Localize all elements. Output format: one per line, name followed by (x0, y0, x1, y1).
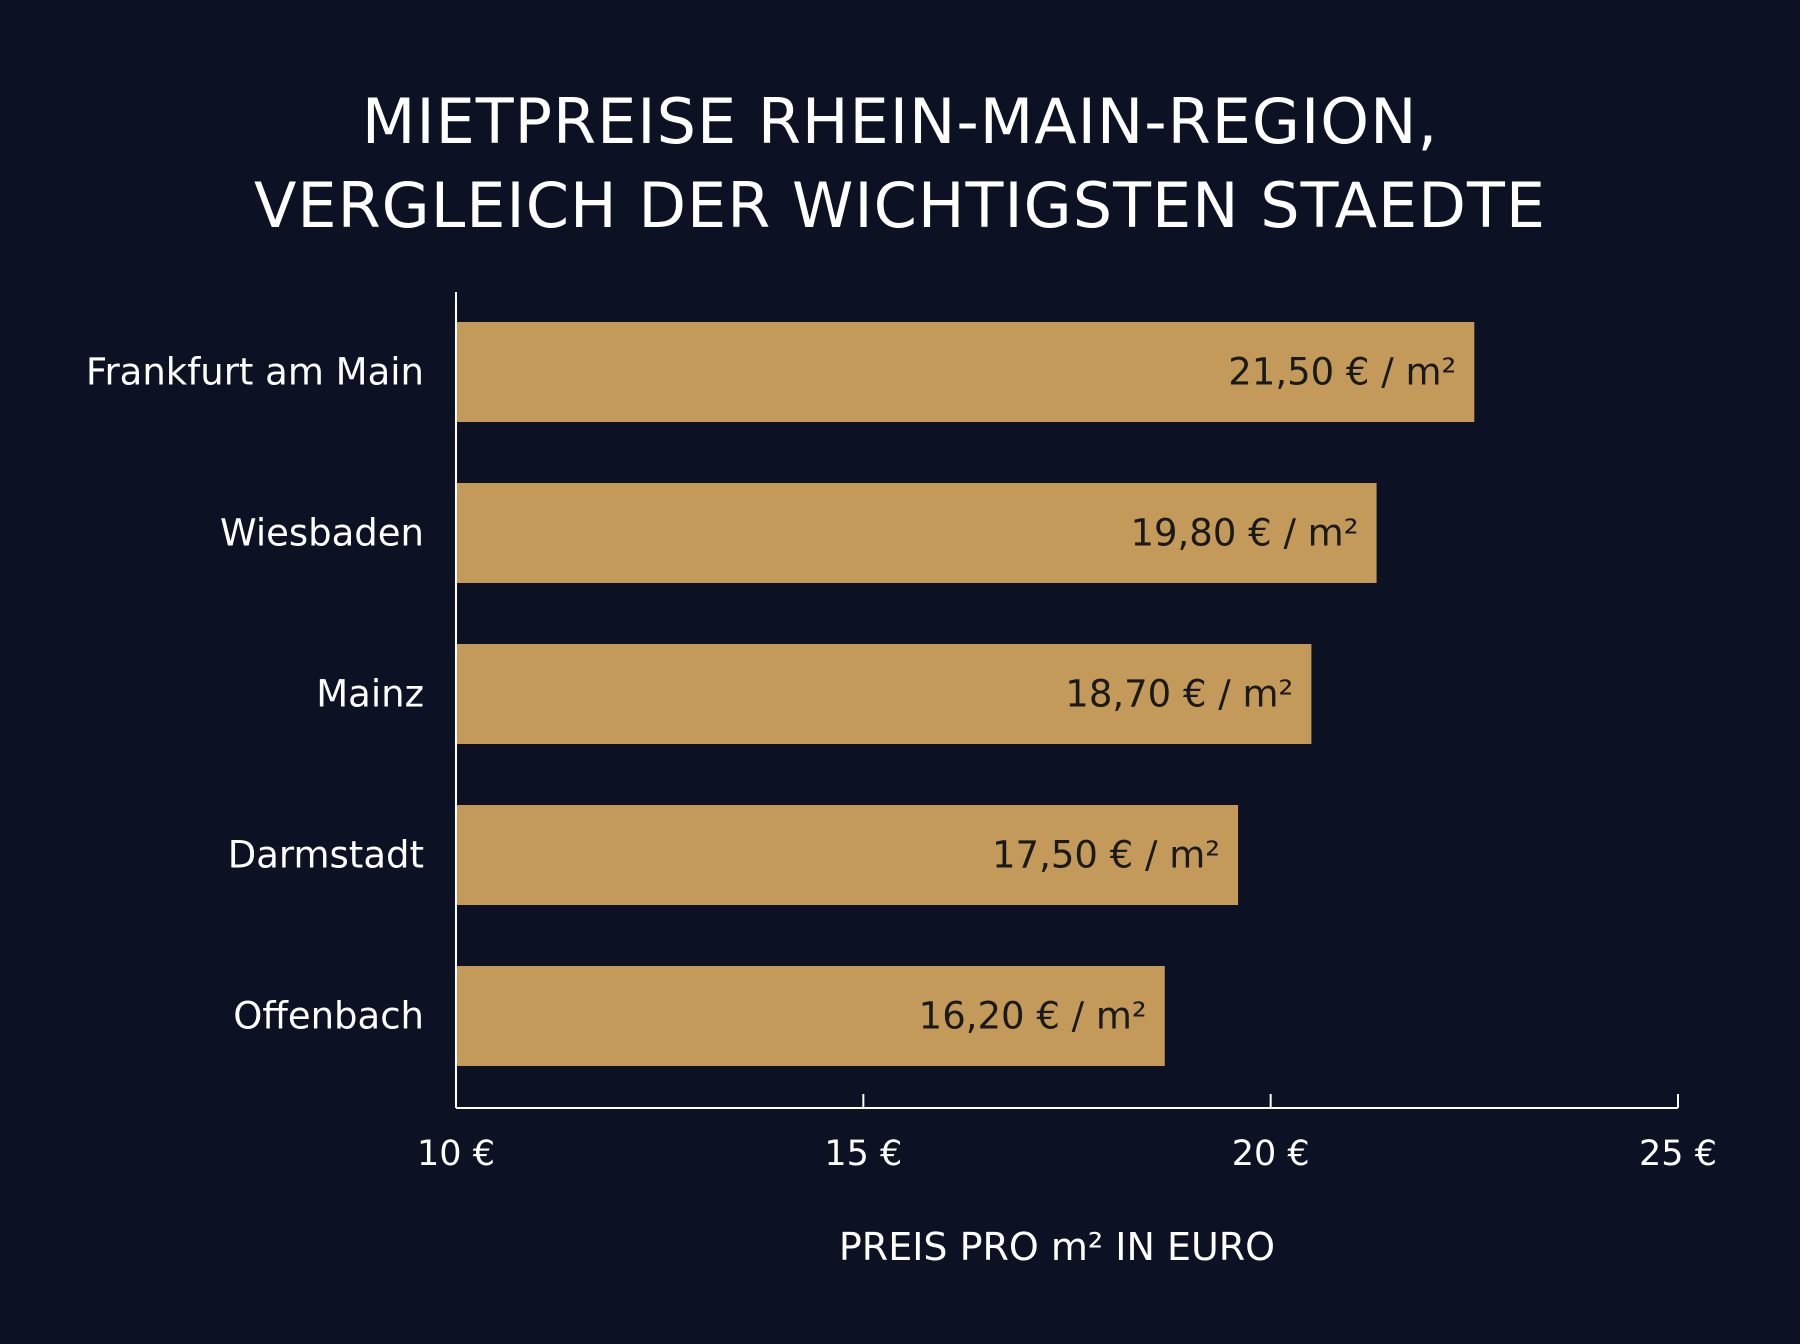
bar-2 (456, 483, 1377, 583)
axes (455, 292, 1678, 1109)
data-label-1: 21,50 € / m² (1228, 351, 1456, 394)
bars (456, 322, 1475, 1066)
chart-title-line-2: VERGLEICH DER WICHTIGSTEN STAEDTE (254, 169, 1546, 242)
x-tick-label-4: 25 € (1639, 1134, 1717, 1174)
category-label-4: Darmstadt (228, 834, 424, 877)
bar-4 (456, 805, 1239, 905)
bar-3 (456, 644, 1312, 744)
data-label-5: 16,20 € / m² (919, 995, 1147, 1038)
x-axis-title: PREIS PRO m² IN EURO (839, 1225, 1275, 1269)
x-axis-ticks: 10 € 15 € 20 € 25 € (417, 1094, 1717, 1174)
category-label-1: Frankfurt am Main (86, 351, 424, 394)
data-label-3: 18,70 € / m² (1065, 673, 1293, 716)
chart-title-line-1: MIETPREISE RHEIN-MAIN-REGION, (362, 85, 1438, 158)
x-tick-label-3: 20 € (1232, 1134, 1310, 1174)
data-labels: 21,50 € / m² 19,80 € / m² 18,70 € / m² 17,5… (919, 351, 1457, 1038)
category-label-5: Offenbach (233, 995, 424, 1038)
x-tick-label-1: 10 € (417, 1134, 495, 1174)
chart-title: MIETPREISE RHEIN-MAIN-REGION, VERGLEICH D… (254, 85, 1546, 242)
category-labels: Frankfurt am Main Wiesbaden Mainz Darmstadt… (86, 351, 424, 1038)
category-label-2: Wiesbaden (220, 512, 424, 555)
bar-5 (456, 966, 1165, 1066)
data-label-4: 17,50 € / m² (992, 834, 1220, 877)
data-label-2: 19,80 € / m² (1130, 512, 1358, 555)
x-tick-label-2: 15 € (824, 1134, 902, 1174)
bar-1 (456, 322, 1475, 422)
category-label-3: Mainz (316, 673, 424, 716)
